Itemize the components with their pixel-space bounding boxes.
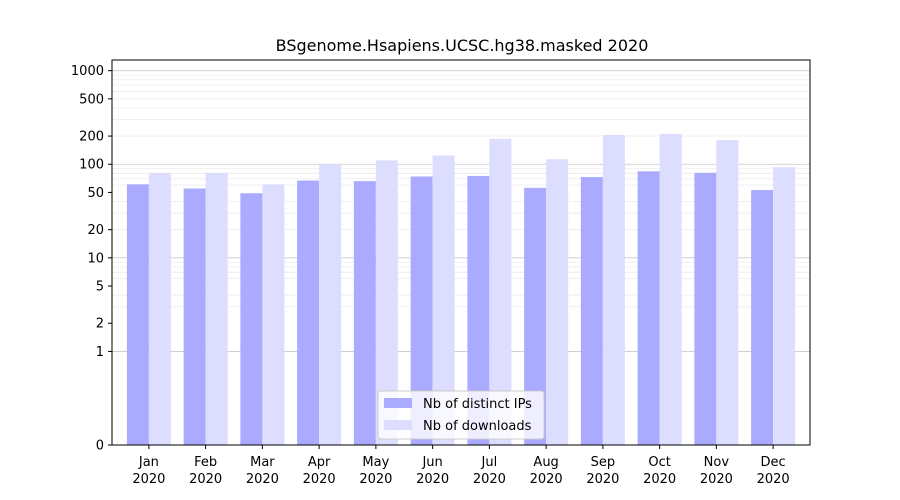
x-tick-label: Nov 2020: [700, 455, 733, 487]
bar-downloads: [773, 167, 796, 446]
bar-distinct-ips: [751, 190, 774, 445]
bar-downloads: [148, 172, 171, 445]
y-tick-label: 200: [79, 130, 104, 145]
x-tick-label: Mar 2020: [246, 455, 279, 487]
y-tick-label: 2: [96, 317, 104, 332]
x-tick-label: Jun 2020: [416, 455, 449, 487]
bar-distinct-ips: [353, 181, 376, 445]
y-tick-label: 50: [87, 186, 104, 201]
x-tick-label: Jan 2020: [132, 455, 165, 487]
bar-distinct-ips: [467, 175, 490, 445]
y-tick-label: 5: [96, 280, 104, 295]
bar-downloads: [659, 133, 682, 445]
bar-distinct-ips: [240, 193, 263, 445]
legend-swatch-downloads: [384, 420, 412, 430]
y-tick-label: 20: [87, 223, 104, 238]
chart-title: BSgenome.Hsapiens.UCSC.hg38.masked 2020: [276, 36, 649, 55]
bar-distinct-ips: [580, 177, 603, 446]
y-tick-label: 500: [79, 92, 104, 107]
x-tick-label: Apr 2020: [303, 455, 336, 487]
y-tick-label: 1: [96, 345, 104, 360]
bar-downloads: [489, 138, 512, 445]
x-tick-label: Sep 2020: [586, 455, 619, 487]
bar-downloads: [546, 159, 569, 446]
legend-swatch-distinct-ips: [384, 398, 412, 408]
x-tick-label: Jul 2020: [473, 455, 506, 487]
x-tick-label: Dec 2020: [757, 455, 790, 487]
bar-distinct-ips: [410, 176, 433, 446]
legend-label-downloads: Nb of downloads: [423, 419, 532, 434]
bar-downloads: [319, 164, 342, 445]
bar-distinct-ips: [183, 188, 206, 445]
bar-distinct-ips: [694, 172, 717, 445]
legend-box: [377, 390, 545, 440]
bar-downloads: [432, 155, 455, 445]
y-tick-label: 1000: [71, 64, 104, 79]
bar-distinct-ips: [637, 171, 660, 445]
axes: 0 1 2 5 10 20 50 100 200 500 1000 Jan 2020 Feb 2020 Mar…: [71, 59, 811, 487]
bar-distinct-ips: [524, 187, 547, 445]
bar-downloads: [716, 140, 739, 446]
bar-distinct-ips: [126, 184, 149, 445]
x-tick-label: May 2020: [359, 455, 392, 487]
plot-frame: [111, 59, 811, 446]
y-tick-label: 0: [96, 439, 104, 454]
bar-downloads: [262, 184, 285, 445]
bar-distinct-ips: [297, 180, 320, 446]
y-tick-label: 10: [87, 251, 104, 266]
x-tick-label: Oct 2020: [643, 455, 676, 487]
legend: Nb of distinct IPs Nb of downloads: [377, 390, 545, 440]
legend-label-distinct-ips: Nb of distinct IPs: [423, 397, 532, 412]
y-tick-label: 100: [79, 158, 104, 173]
bar-downloads: [375, 160, 398, 445]
bar-downloads: [205, 172, 228, 445]
grid: [112, 70, 810, 352]
bars: [126, 133, 796, 446]
x-tick-label: Feb 2020: [189, 455, 222, 487]
x-tick-label: Aug 2020: [530, 455, 563, 487]
bar-downloads: [602, 134, 625, 446]
